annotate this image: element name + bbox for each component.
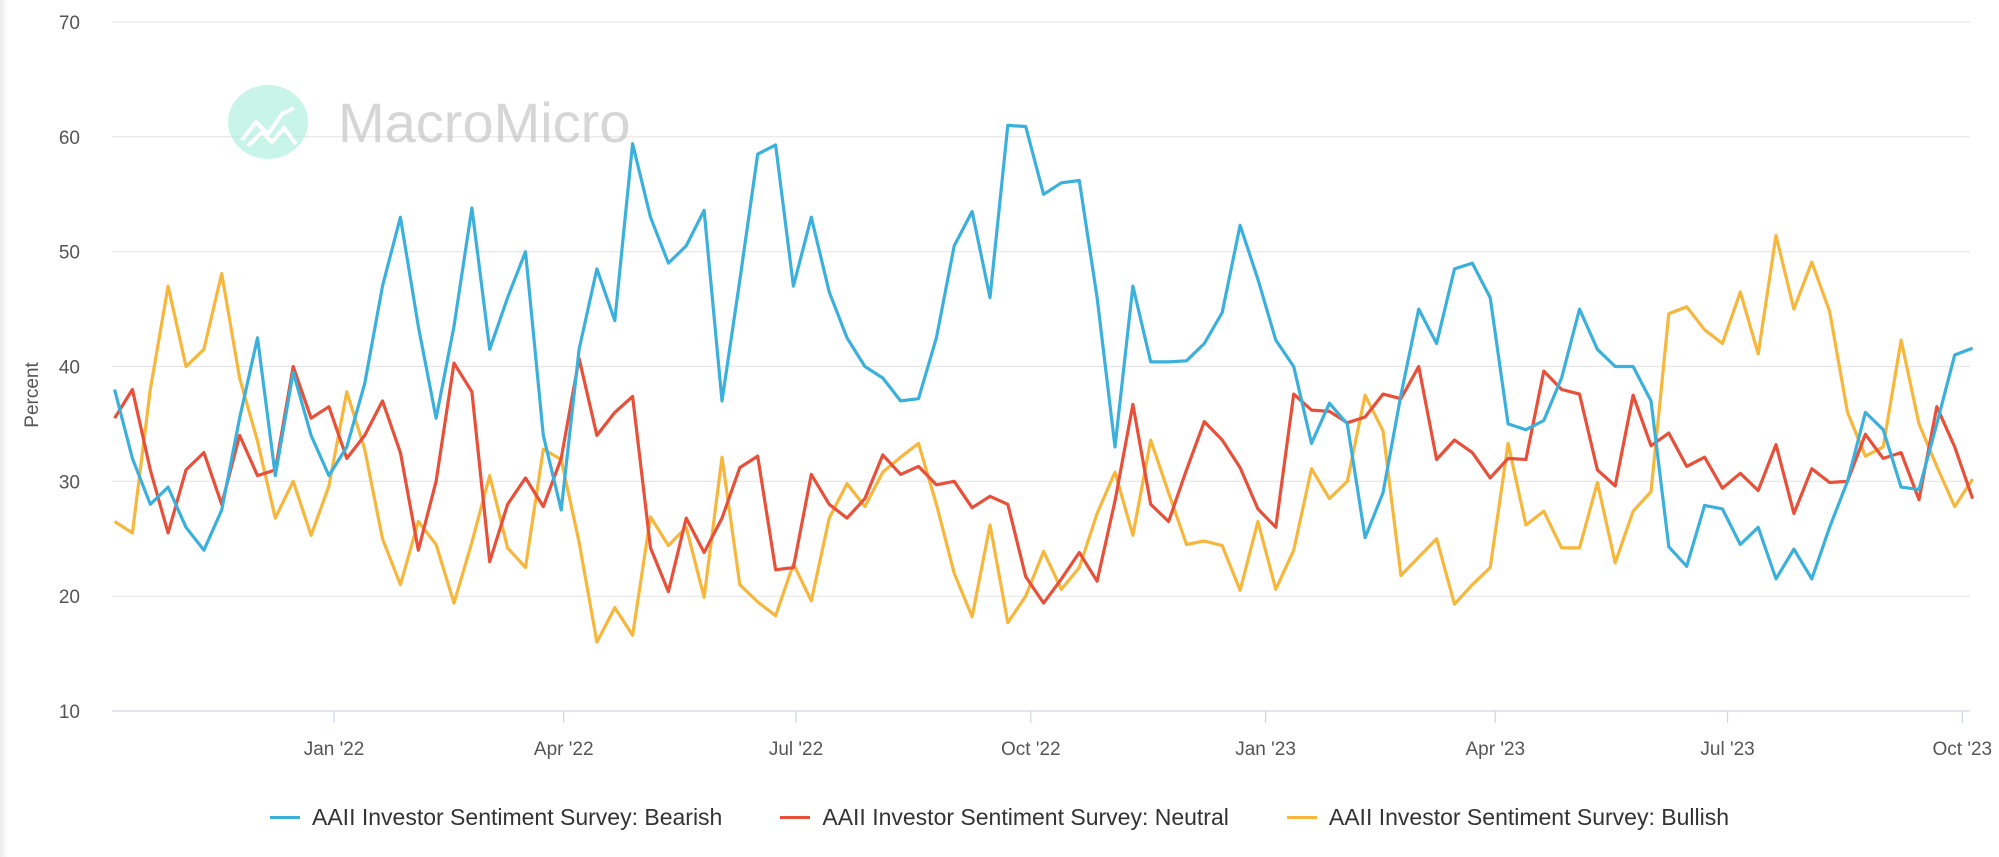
y-tick-label: 20: [59, 587, 80, 608]
x-tick-label: Apr '23: [1465, 739, 1525, 760]
legend-item-bearish[interactable]: AAII Investor Sentiment Survey: Bearish: [270, 804, 722, 831]
x-tick-label: Oct '23: [1933, 739, 1993, 760]
legend-item-neutral[interactable]: AAII Investor Sentiment Survey: Neutral: [780, 804, 1229, 831]
series-line[interactable]: [113, 234, 1974, 644]
y-tick-label: 30: [59, 472, 80, 493]
y-tick-label: 60: [59, 128, 80, 149]
watermark-text: MacroMicro: [338, 91, 630, 154]
x-tick-label: Jul '23: [1700, 739, 1754, 760]
legend-label: AAII Investor Sentiment Survey: Bearish: [312, 804, 723, 830]
chart-line-logo-icon: [240, 106, 295, 142]
legend-swatch-bearish: [270, 816, 300, 819]
y-tick-label: 70: [59, 13, 80, 34]
y-axis-label: Percent: [22, 362, 43, 428]
watermark: MacroMicro: [228, 85, 630, 159]
y-tick-label: 50: [59, 243, 80, 264]
y-axis: 10 20 30 40 50 60 70: [59, 13, 80, 723]
chart-line-logo-icon: [246, 124, 298, 148]
x-tick-label: Apr '22: [534, 739, 594, 760]
watermark-logo-icon: [228, 85, 308, 159]
x-tick-label: Jul '22: [769, 739, 823, 760]
series-line[interactable]: [113, 123, 1974, 581]
legend-item-bullish[interactable]: AAII Investor Sentiment Survey: Bullish: [1286, 804, 1729, 831]
legend-swatch-bullish: [1286, 816, 1317, 819]
legend-swatch-neutral: [780, 816, 811, 819]
series-bearish: [113, 123, 1974, 581]
y-tick-label: 10: [59, 702, 80, 723]
legend-label: AAII Investor Sentiment Survey: Neutral: [822, 804, 1229, 830]
series-lines: [113, 123, 1975, 644]
x-tick-label: Jan '23: [1235, 739, 1296, 760]
legend-label: AAII Investor Sentiment Survey: Bullish: [1328, 804, 1729, 830]
window-edge: [0, 0, 8, 857]
y-tick-label: 40: [59, 358, 80, 379]
series-bullish: [113, 234, 1974, 644]
legend: AAII Investor Sentiment Survey: Bearish …: [0, 804, 1999, 831]
x-tick-label: Jan '22: [304, 739, 365, 760]
x-axis: Jan '22 Apr '22 Jul '22 Oct '22 Jan '23 Apr '…: [304, 711, 1992, 760]
x-tick-label: Oct '22: [1001, 739, 1061, 760]
